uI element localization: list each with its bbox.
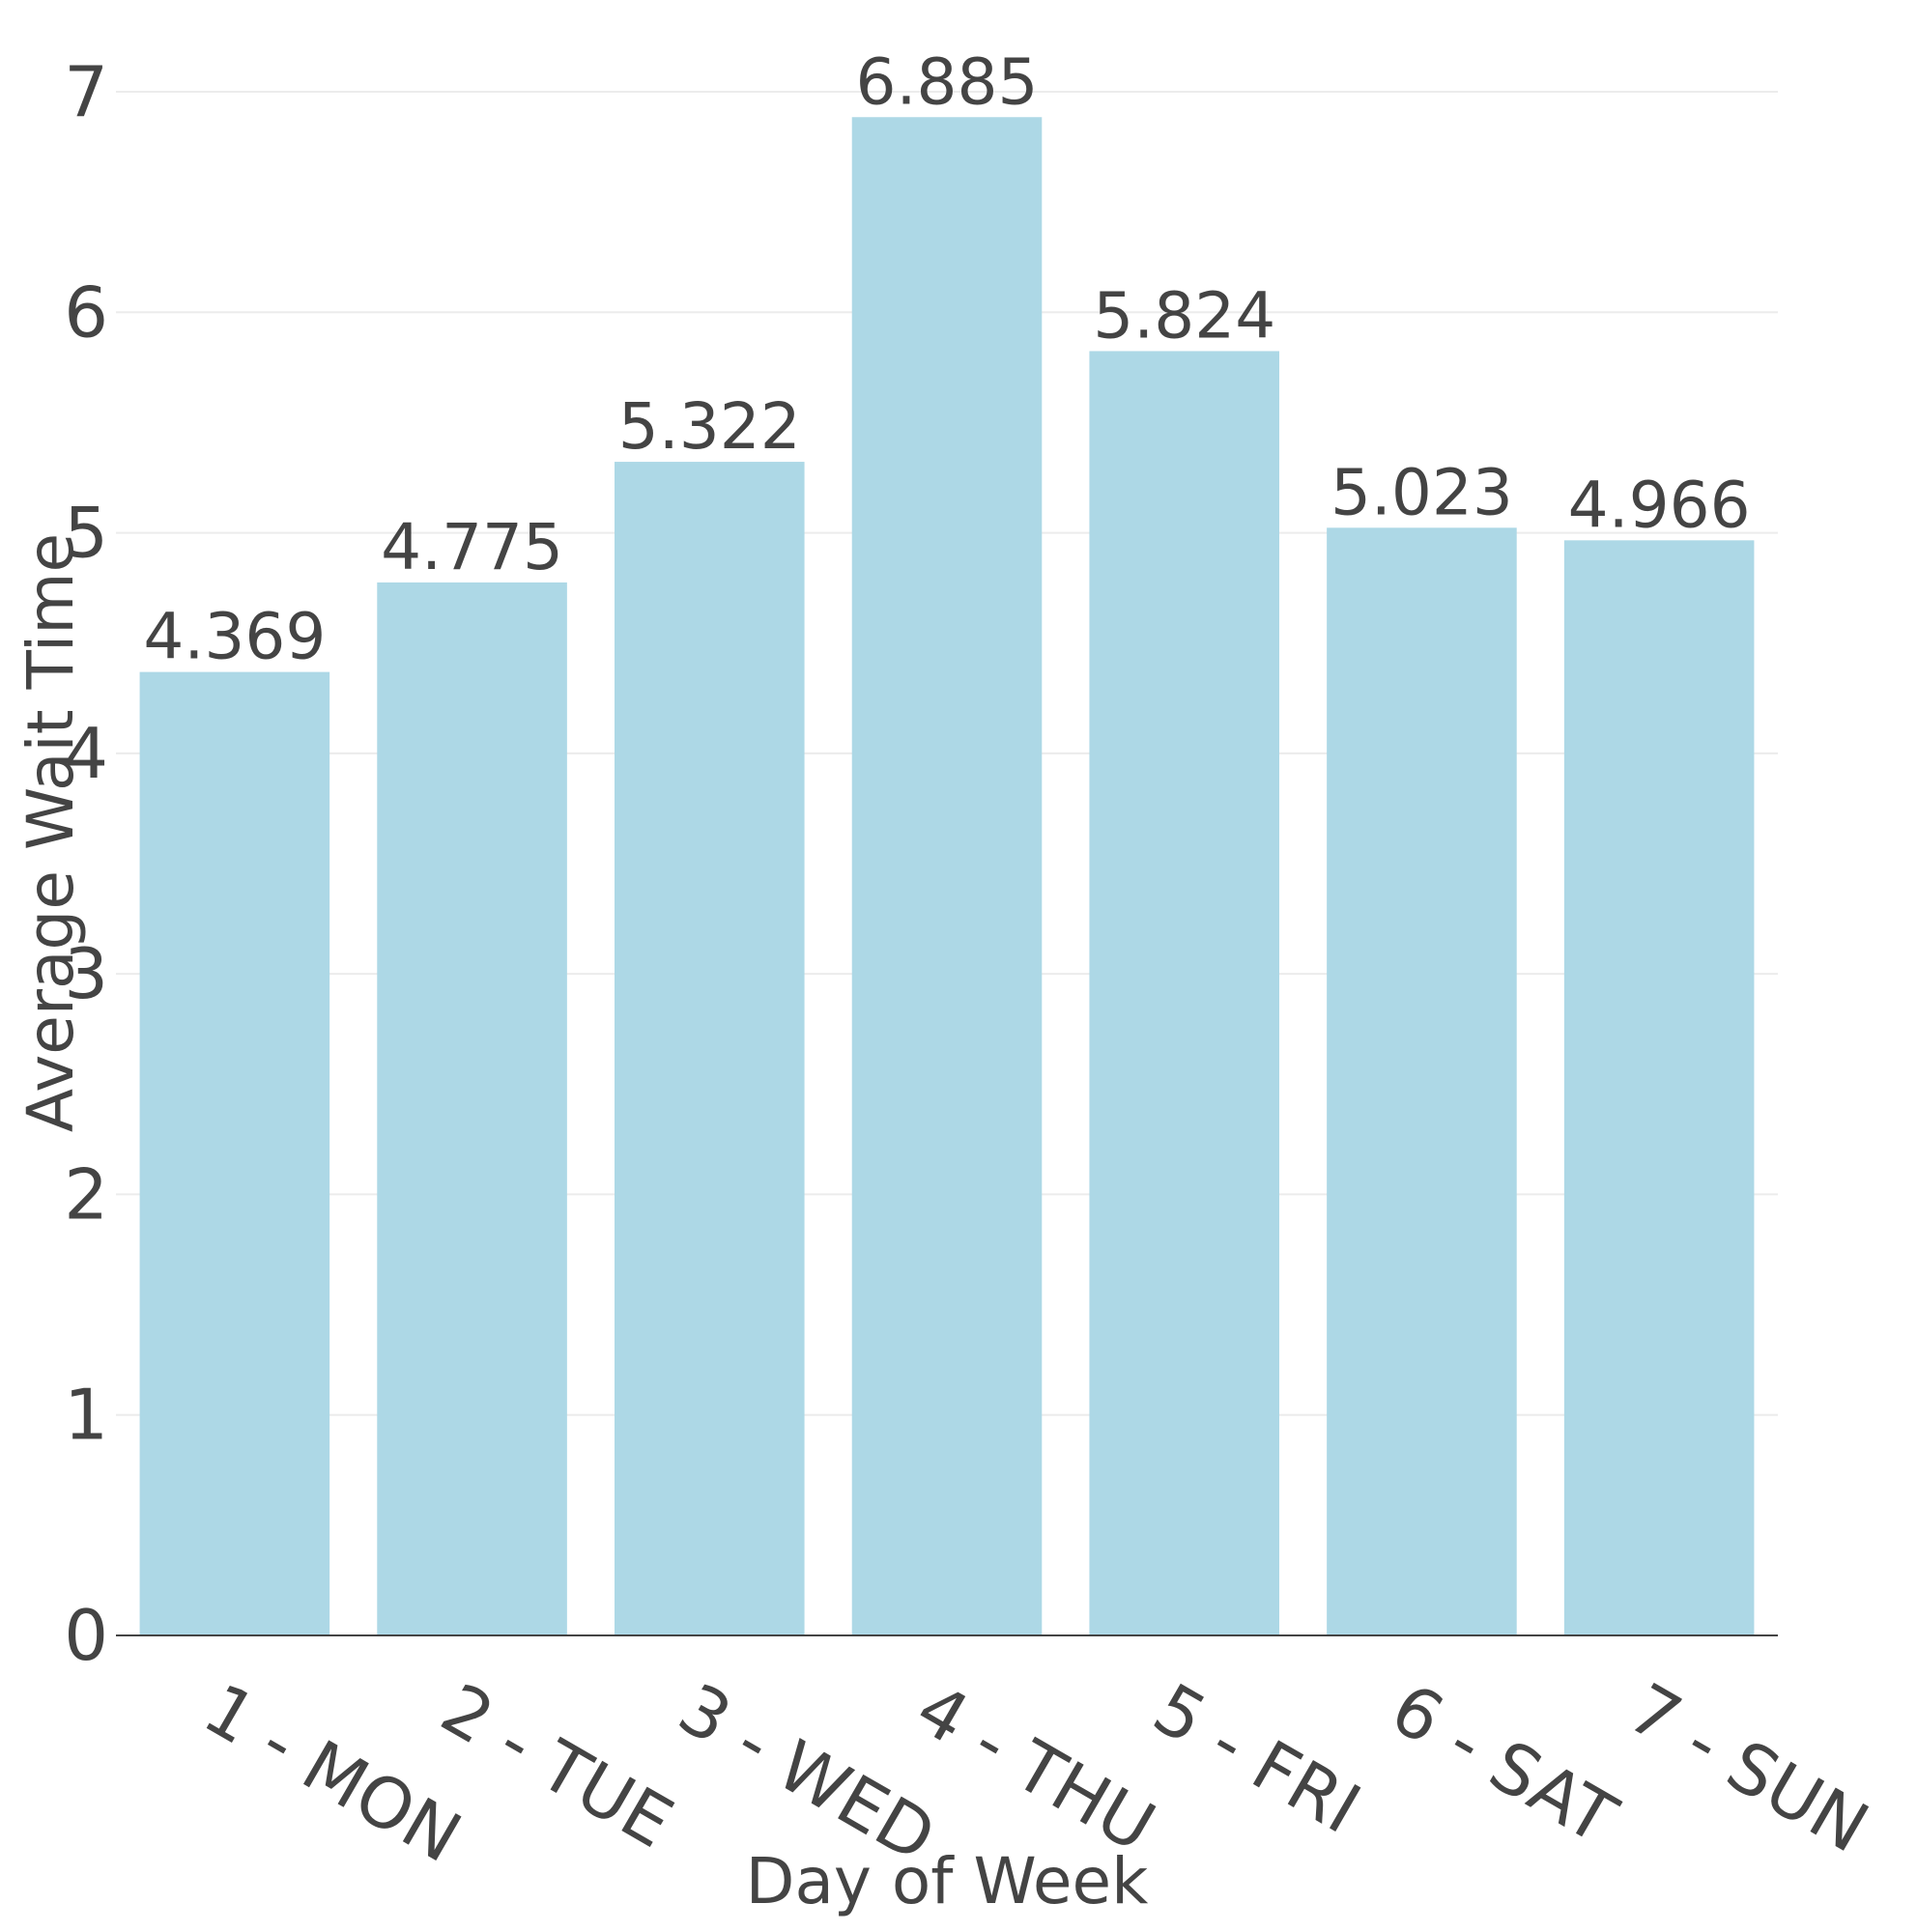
bar (851, 117, 1043, 1636)
data-label: 5.824 (1093, 278, 1275, 353)
data-labels: 4.369 4.775 5.322 6.885 5.824 5.023 4.966 (143, 44, 1750, 673)
data-label: 4.966 (1568, 468, 1751, 542)
y-axis-ticks: 0 1 2 3 4 5 6 7 (64, 51, 108, 1676)
y-axis-title: Average Wait Time (14, 533, 88, 1132)
x-tick-label: 7 - SUN (1616, 1667, 1882, 1868)
y-tick-label: 5 (64, 493, 108, 574)
x-tick-label: 5 - FRI (1140, 1667, 1373, 1849)
y-tick-label: 3 (64, 933, 108, 1014)
y-tick-label: 4 (64, 713, 108, 794)
bar (1563, 540, 1755, 1635)
data-label: 4.775 (381, 510, 563, 584)
bar (1089, 351, 1279, 1635)
data-label: 5.023 (1330, 455, 1513, 529)
bar (615, 462, 805, 1635)
bar (139, 671, 330, 1635)
y-tick-label: 6 (64, 271, 108, 353)
bar (1327, 527, 1517, 1636)
bar (377, 582, 567, 1635)
bars (139, 117, 1755, 1636)
y-tick-label: 1 (64, 1375, 108, 1456)
data-label: 5.322 (618, 389, 801, 464)
y-tick-label: 0 (64, 1595, 108, 1676)
x-tick-label: 2 - TUE (428, 1667, 686, 1863)
data-label: 6.885 (856, 44, 1039, 119)
x-tick-label: 1 - MON (191, 1667, 474, 1878)
y-tick-label: 7 (64, 51, 108, 132)
x-tick-label: 4 - THU (903, 1667, 1168, 1867)
x-tick-label: 6 - SAT (1378, 1667, 1630, 1860)
y-tick-label: 2 (64, 1153, 108, 1235)
data-label: 4.369 (143, 600, 326, 674)
x-axis-title: Day of Week (746, 1844, 1150, 1918)
